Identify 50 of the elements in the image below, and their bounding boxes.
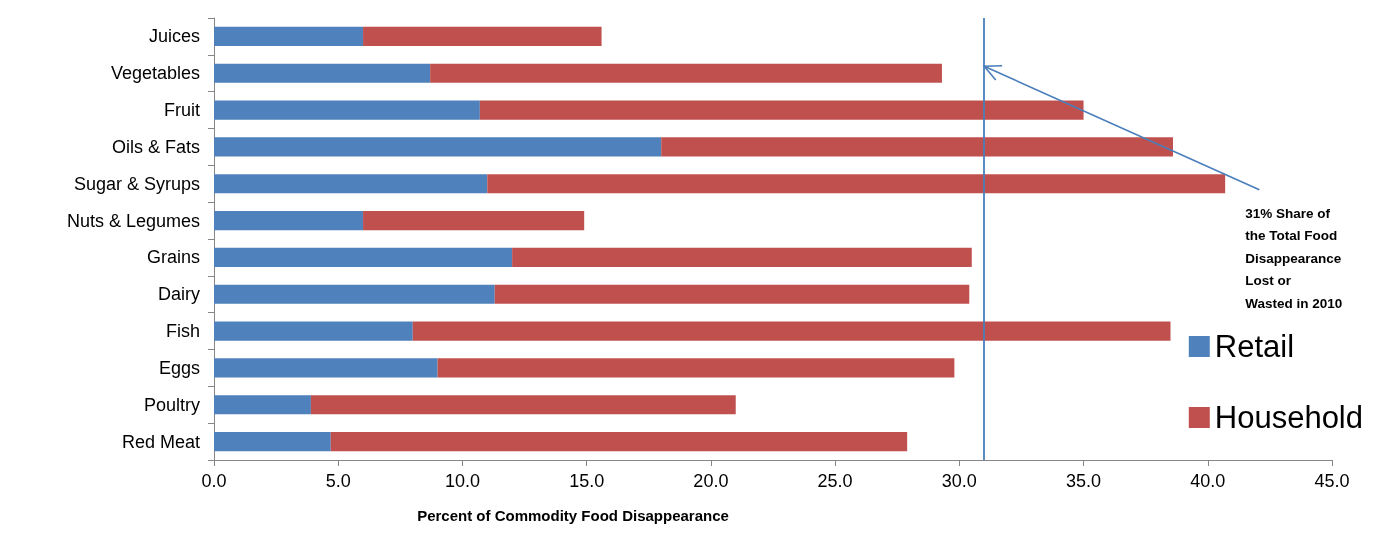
bar bbox=[363, 211, 585, 231]
x-tick-label: 5.0 bbox=[325, 471, 351, 491]
bar bbox=[214, 395, 311, 415]
bar bbox=[214, 358, 438, 378]
bar bbox=[512, 247, 972, 267]
x-tick-label: 45.0 bbox=[1314, 471, 1350, 491]
legend-label: Household bbox=[1214, 400, 1363, 435]
bar bbox=[661, 137, 1173, 157]
bar bbox=[412, 321, 1171, 341]
y-tick-label: Red Meat bbox=[121, 431, 200, 452]
bar bbox=[363, 26, 602, 46]
bar bbox=[214, 100, 480, 120]
bar bbox=[310, 395, 736, 415]
bar bbox=[214, 137, 662, 157]
x-tick-label: 0.0 bbox=[201, 471, 227, 491]
y-tick-label: Fruit bbox=[164, 100, 200, 121]
bar bbox=[214, 174, 488, 194]
bar bbox=[487, 174, 1226, 194]
x-axis-title: Percent of Commodity Food Disappearance bbox=[417, 507, 729, 524]
y-tick-label: Sugar & Syrups bbox=[73, 173, 200, 194]
legend-label: Retail bbox=[1214, 329, 1295, 364]
x-tick-label: 15.0 bbox=[569, 471, 605, 491]
bar bbox=[430, 63, 942, 83]
bar bbox=[214, 432, 331, 452]
y-tick-label: Oils & Fats bbox=[111, 136, 200, 157]
y-tick-label: Grains bbox=[146, 247, 200, 268]
y-tick-label: Vegetables bbox=[110, 63, 200, 84]
x-tick-label: 25.0 bbox=[817, 471, 853, 491]
bar bbox=[214, 284, 495, 304]
bar bbox=[214, 63, 431, 83]
x-tick-label: 35.0 bbox=[1066, 471, 1102, 491]
ref-line-label: 31% Share of the Total Food Disappearance Lost or Wasted in 2010 bbox=[1245, 205, 1343, 311]
bar bbox=[437, 358, 955, 378]
bar bbox=[214, 321, 413, 341]
bar bbox=[479, 100, 1084, 120]
x-tick-label: 40.0 bbox=[1190, 471, 1226, 491]
y-tick-label: Juices bbox=[148, 26, 200, 47]
x-tick-label: 20.0 bbox=[693, 471, 729, 491]
x-tick-label: 30.0 bbox=[941, 471, 977, 491]
y-tick-label: Dairy bbox=[157, 284, 200, 305]
y-tick-label: Poultry bbox=[143, 394, 200, 415]
bar bbox=[330, 432, 908, 452]
bar bbox=[214, 26, 364, 46]
y-tick-label: Fish bbox=[165, 321, 200, 342]
y-tick-label: Nuts & Legumes bbox=[66, 210, 200, 231]
x-tick-label: 10.0 bbox=[444, 471, 480, 491]
bar bbox=[494, 284, 970, 304]
y-tick-label: Eggs bbox=[158, 357, 200, 378]
bar bbox=[214, 211, 364, 231]
bar bbox=[214, 247, 513, 267]
